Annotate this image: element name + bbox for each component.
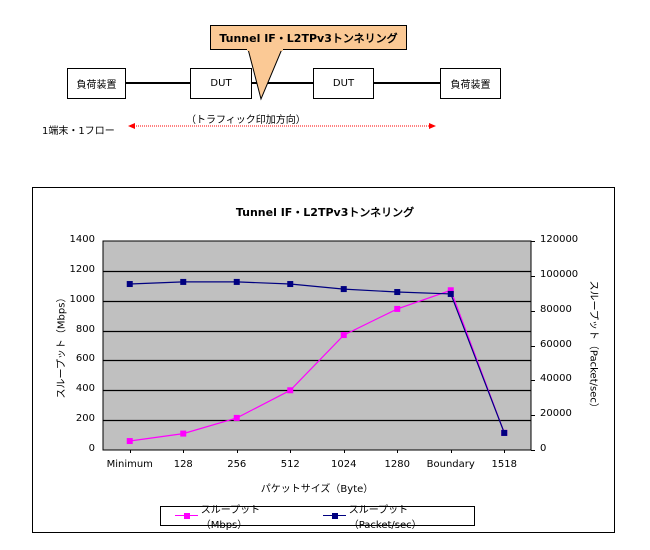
y2-tick-label: 60000 bbox=[540, 338, 572, 350]
legend-marker-mbps-icon bbox=[175, 512, 198, 520]
y-axis-right-label: スループット（Packet/sec） bbox=[587, 280, 599, 413]
node-label: 負荷装置 bbox=[450, 80, 491, 91]
data-point-marker bbox=[447, 290, 454, 297]
legend: スループット（Mbps） スループット（Packet/sec） bbox=[160, 505, 475, 531]
node-label: DUT bbox=[210, 78, 232, 89]
chart-title: Tunnel IF・L2TPv3トンネリング bbox=[235, 206, 415, 219]
data-point-marker bbox=[447, 287, 454, 294]
data-point-marker bbox=[233, 278, 240, 285]
x-tick-label: 1024 bbox=[331, 459, 357, 470]
callout-join bbox=[247, 48, 283, 51]
legend-marker-pps-icon bbox=[322, 512, 346, 520]
y-tick-label: 400 bbox=[75, 383, 95, 395]
data-point-marker bbox=[180, 278, 187, 285]
series-line bbox=[129, 281, 505, 434]
y2-tick-label: 20000 bbox=[540, 408, 572, 420]
link-dut1-dut2 bbox=[251, 82, 313, 84]
y-axis-left-label: スループット（Mbps） bbox=[56, 292, 68, 399]
x-tick-label: 1518 bbox=[491, 459, 517, 470]
x-axis-label: パケットサイズ（Byte） bbox=[260, 484, 374, 495]
link-load-dut1 bbox=[125, 82, 190, 84]
data-point-marker bbox=[394, 305, 401, 312]
dut-right: DUT bbox=[313, 68, 374, 99]
x-tick-label: 1280 bbox=[384, 459, 410, 470]
node-label: DUT bbox=[332, 78, 355, 89]
node-label: 負荷装置 bbox=[76, 80, 117, 91]
x-tick-label: 128 bbox=[173, 459, 193, 470]
legend-item-mbps: スループット（Mbps） bbox=[175, 501, 301, 531]
link-dut2-load bbox=[373, 82, 440, 84]
y2-tick-label: 100000 bbox=[540, 268, 579, 280]
legend-label-pps: スループット（Packet/sec） bbox=[348, 505, 422, 531]
x-tick-label: Minimum bbox=[106, 459, 153, 470]
y2-tick-label: 80000 bbox=[540, 303, 572, 315]
data-point-marker bbox=[287, 281, 294, 288]
y2-tick-label: 0 bbox=[540, 443, 547, 454]
y-tick-label: 800 bbox=[75, 323, 95, 335]
data-point-marker bbox=[287, 387, 294, 394]
x-tick-label: 256 bbox=[227, 459, 247, 470]
flow-label: 1端末・1フロー bbox=[42, 126, 115, 137]
y-tick-label: 200 bbox=[75, 413, 95, 425]
y-tick-label: 600 bbox=[75, 353, 95, 365]
y2-tick-label: 120000 bbox=[540, 234, 579, 245]
legend-item-pps: スループット（Packet/sec） bbox=[322, 501, 474, 531]
x-tick-label: 512 bbox=[280, 459, 300, 470]
legend-label-mbps: スループット（Mbps） bbox=[200, 505, 261, 531]
load-generator-left: 負荷装置 bbox=[67, 68, 126, 99]
data-point-marker bbox=[180, 430, 187, 437]
callout-label: Tunnel IF・L2TPv3トンネリング bbox=[219, 31, 398, 45]
y-tick-label: 1400 bbox=[69, 234, 95, 245]
data-point-marker bbox=[126, 281, 133, 288]
y-tick-label: 0 bbox=[88, 443, 95, 454]
plot-background bbox=[102, 240, 532, 451]
y-tick-label: 1200 bbox=[69, 263, 95, 275]
y-tick-label: 1000 bbox=[69, 293, 95, 305]
data-point-marker bbox=[126, 438, 133, 445]
x-tick-label: Boundary bbox=[426, 459, 475, 470]
tunnel-callout: Tunnel IF・L2TPv3トンネリング bbox=[210, 25, 407, 50]
data-point-marker bbox=[394, 289, 401, 296]
data-point-marker bbox=[501, 429, 508, 436]
data-point-marker bbox=[340, 286, 347, 293]
data-point-marker bbox=[340, 332, 347, 339]
load-generator-right: 負荷装置 bbox=[440, 68, 501, 99]
direction-label: （トラフィック印加方向） bbox=[186, 115, 306, 126]
bidirectional-arrow-icon bbox=[128, 123, 436, 129]
y2-tick-label: 40000 bbox=[540, 373, 572, 385]
data-point-marker bbox=[233, 414, 240, 421]
dut-left: DUT bbox=[190, 68, 252, 99]
